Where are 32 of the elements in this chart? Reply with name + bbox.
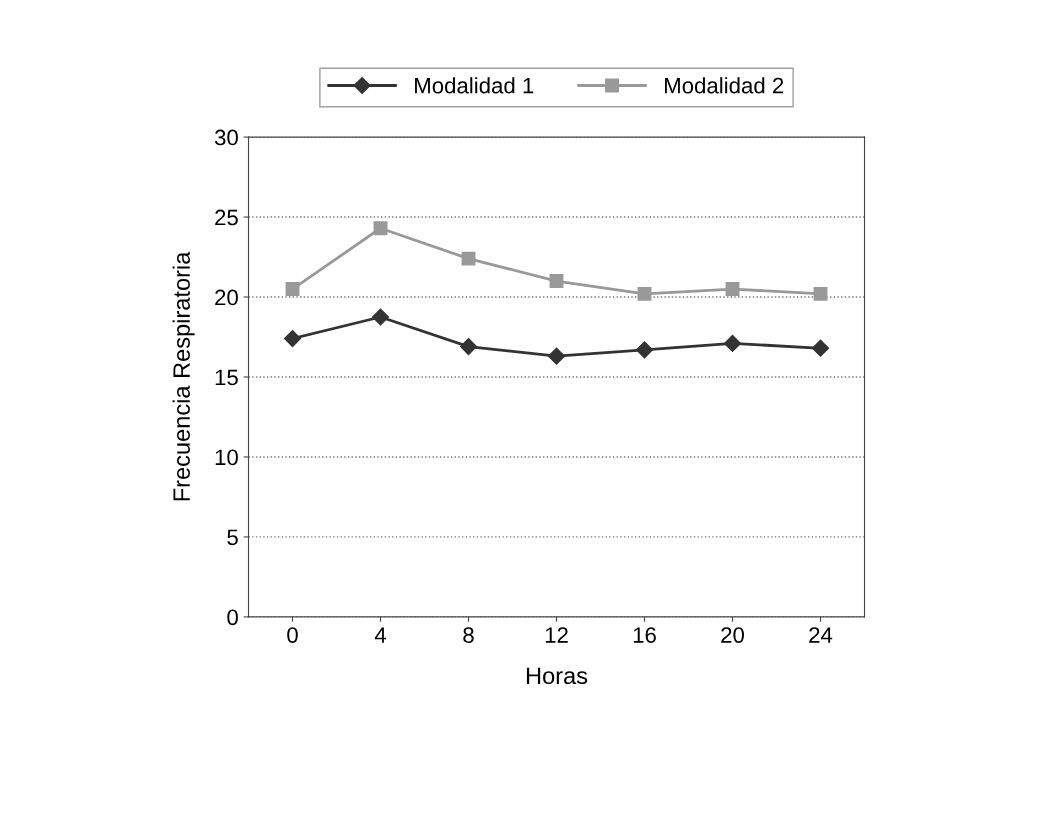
x-tick-label: 4: [374, 627, 387, 643]
y-tick-label: 30: [214, 129, 238, 146]
y-tick-label: 25: [215, 209, 238, 226]
point: [283, 330, 302, 348]
point: [637, 286, 652, 301]
x-axis-title: Horas: [526, 667, 588, 685]
point: [373, 221, 388, 236]
y-tick-label: 5: [227, 529, 238, 546]
point: [547, 347, 566, 365]
y-axis-title: Frecuencia Respiratoria: [172, 251, 195, 501]
x-tick-label: 16: [633, 627, 656, 643]
y-tick-label: 20: [215, 289, 238, 306]
y-tick-label: 15: [215, 369, 238, 386]
point: [723, 334, 742, 352]
point: [635, 341, 654, 359]
legend-label: Modalidad 2: [665, 77, 784, 94]
x-tick-label: 20: [721, 627, 744, 643]
x-tick-label: 12: [545, 627, 568, 643]
point: [371, 308, 390, 326]
point: [725, 282, 740, 296]
point: [285, 282, 300, 296]
y-tick-label: 0: [227, 609, 238, 626]
point: [549, 274, 564, 288]
point: [813, 286, 828, 301]
y-tick-label: 10: [215, 449, 238, 466]
point: [461, 251, 476, 266]
legend-label: Modalidad 1: [415, 77, 534, 94]
point: [459, 338, 478, 356]
point: [811, 339, 830, 357]
x-tick-label: 8: [463, 627, 474, 643]
x-tick-label: 0: [287, 627, 298, 643]
x-tick-label: 24: [809, 627, 833, 643]
